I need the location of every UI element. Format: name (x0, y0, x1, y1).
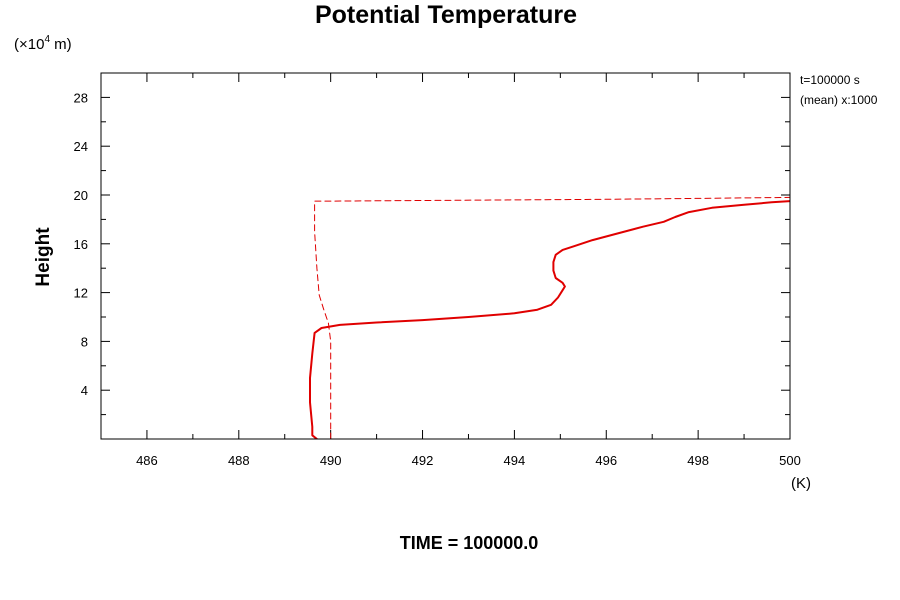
x-unit-label: (K) (791, 475, 811, 492)
plot-frame (100, 72, 791, 440)
x-tick-labels: 486 488 490 492 494 496 498 500 (136, 453, 801, 468)
y-tick-label: 4 (81, 383, 88, 398)
x-tick-label: 488 (228, 453, 250, 468)
x-tick-label: 500 (779, 453, 801, 468)
series-line-solid (309, 200, 790, 439)
x-tick-label: 492 (412, 453, 434, 468)
y-axis-label: Height (33, 227, 54, 287)
y-tick-labels: 4 8 12 16 20 24 28 (74, 90, 88, 398)
series-line-dashed (314, 196, 790, 439)
annotation-time: t=100000 s (800, 73, 860, 87)
annotation-mean: (mean) x:1000 (800, 93, 878, 107)
y-unit-suffix: m) (50, 36, 72, 53)
y-unit-exponent: 4 (44, 34, 50, 45)
y-tick-label: 20 (74, 188, 88, 203)
chart-title: Potential Temperature (315, 1, 577, 29)
y-tick-label: 28 (74, 90, 88, 105)
y-unit-label: (×104 m) (14, 34, 72, 53)
x-tick-label: 490 (320, 453, 342, 468)
x-tick-label: 496 (595, 453, 617, 468)
x-tick-label: 486 (136, 453, 158, 468)
series-layer (309, 196, 790, 439)
footer-time: TIME = 100000.0 (400, 533, 539, 553)
y-unit-prefix: (×10 (14, 36, 44, 53)
y-tick-label: 8 (81, 334, 88, 349)
y-tick-label: 16 (74, 237, 88, 252)
axes-ticks (100, 73, 791, 439)
y-tick-label: 24 (74, 139, 88, 154)
y-tick-label: 12 (74, 286, 88, 301)
x-tick-label: 498 (687, 453, 709, 468)
x-tick-label: 494 (504, 453, 526, 468)
